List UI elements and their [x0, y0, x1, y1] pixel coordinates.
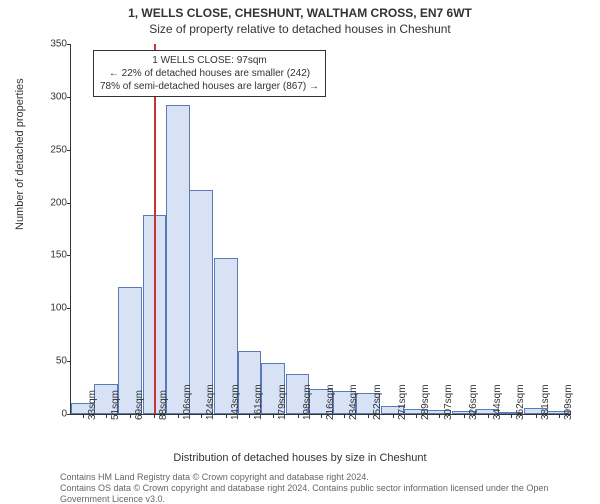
x-tick-label: 326sqm	[468, 384, 479, 420]
histogram-bar	[166, 105, 190, 414]
y-tick-mark	[67, 203, 71, 204]
x-tick-label: 252sqm	[372, 384, 383, 420]
x-tick-label: 143sqm	[230, 384, 241, 420]
y-tick-mark	[67, 361, 71, 362]
histogram-bar	[189, 190, 213, 414]
x-tick-mark	[178, 414, 179, 418]
x-tick-label: 69sqm	[134, 390, 145, 420]
y-tick-label: 200	[50, 197, 67, 208]
y-axis-label: Number of detached properties	[14, 78, 26, 230]
x-tick-mark	[154, 414, 155, 418]
x-tick-label: 161sqm	[253, 384, 264, 420]
annotation-box: 1 WELLS CLOSE: 97sqm← 22% of detached ho…	[93, 50, 326, 97]
x-tick-label: 344sqm	[492, 384, 503, 420]
chart-area: 05010015020025030035033sqm51sqm69sqm88sq…	[70, 44, 570, 414]
histogram-plot: 05010015020025030035033sqm51sqm69sqm88sq…	[70, 44, 571, 415]
y-tick-label: 100	[50, 303, 67, 314]
property-marker-line	[154, 44, 156, 414]
y-tick-label: 250	[50, 144, 67, 155]
x-tick-mark	[416, 414, 417, 418]
y-tick-label: 300	[50, 91, 67, 102]
x-tick-mark	[344, 414, 345, 418]
x-tick-mark	[321, 414, 322, 418]
y-tick-mark	[67, 414, 71, 415]
x-tick-mark	[439, 414, 440, 418]
x-tick-mark	[83, 414, 84, 418]
x-tick-label: 362sqm	[515, 384, 526, 420]
x-tick-label: 381sqm	[540, 384, 551, 420]
footer-line1: Contains HM Land Registry data © Crown c…	[60, 472, 600, 483]
y-tick-mark	[67, 308, 71, 309]
y-tick-mark	[67, 150, 71, 151]
x-tick-mark	[559, 414, 560, 418]
annotation-line3: 78% of semi-detached houses are larger (…	[100, 80, 319, 93]
x-tick-mark	[226, 414, 227, 418]
footer-line2: Contains OS data © Crown copyright and d…	[60, 483, 600, 504]
x-tick-mark	[464, 414, 465, 418]
x-tick-label: 88sqm	[158, 390, 169, 420]
x-tick-label: 124sqm	[205, 384, 216, 420]
x-tick-label: 307sqm	[443, 384, 454, 420]
x-tick-label: 179sqm	[277, 384, 288, 420]
x-tick-mark	[106, 414, 107, 418]
x-tick-label: 198sqm	[302, 384, 313, 420]
x-tick-mark	[488, 414, 489, 418]
title-line2: Size of property relative to detached ho…	[0, 20, 600, 36]
x-tick-label: 399sqm	[563, 384, 574, 420]
x-axis-label: Distribution of detached houses by size …	[0, 452, 600, 464]
x-tick-label: 216sqm	[325, 384, 336, 420]
x-tick-mark	[368, 414, 369, 418]
x-tick-mark	[536, 414, 537, 418]
x-tick-label: 289sqm	[420, 384, 431, 420]
x-tick-mark	[249, 414, 250, 418]
y-tick-label: 150	[50, 250, 67, 261]
annotation-line1: 1 WELLS CLOSE: 97sqm	[100, 54, 319, 67]
title-line1: 1, WELLS CLOSE, CHESHUNT, WALTHAM CROSS,…	[0, 0, 600, 20]
y-tick-mark	[67, 255, 71, 256]
x-tick-label: 234sqm	[348, 384, 359, 420]
x-tick-mark	[130, 414, 131, 418]
y-tick-mark	[67, 44, 71, 45]
y-tick-label: 50	[56, 356, 67, 367]
x-tick-mark	[393, 414, 394, 418]
y-tick-mark	[67, 97, 71, 98]
x-tick-mark	[273, 414, 274, 418]
x-tick-mark	[201, 414, 202, 418]
footer-attribution: Contains HM Land Registry data © Crown c…	[60, 472, 600, 504]
x-tick-mark	[511, 414, 512, 418]
y-tick-label: 350	[50, 39, 67, 50]
x-tick-label: 271sqm	[397, 384, 408, 420]
x-tick-label: 33sqm	[87, 390, 98, 420]
x-tick-mark	[298, 414, 299, 418]
annotation-line2: ← 22% of detached houses are smaller (24…	[100, 67, 319, 80]
x-tick-label: 106sqm	[182, 384, 193, 420]
x-tick-label: 51sqm	[110, 390, 121, 420]
